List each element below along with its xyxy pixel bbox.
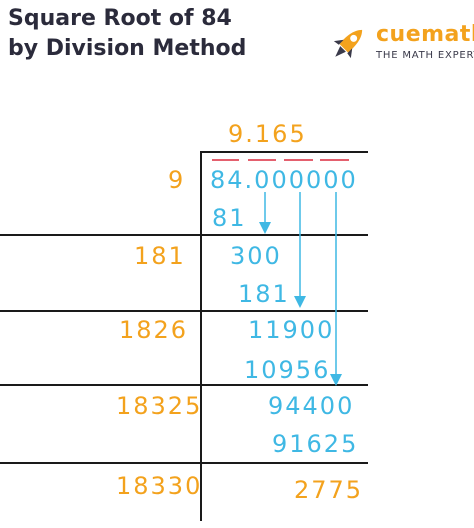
pair-mark: [320, 159, 349, 161]
row-divider: [0, 234, 368, 236]
remainder-1: 300: [230, 242, 282, 270]
cuemath-logo: cuemath THE MATH EXPERT: [324, 20, 474, 68]
row-divider: [0, 384, 368, 386]
divisor-2: 181: [134, 242, 186, 270]
divisor-5: 18330: [116, 472, 203, 500]
division-bracket-top: [202, 151, 368, 153]
final-remainder: 2775: [294, 476, 364, 504]
rocket-icon: [333, 29, 363, 59]
subtract-4: 91625: [272, 430, 359, 458]
dividend: 84.000000: [210, 166, 358, 194]
divisor-4: 18325: [116, 392, 203, 420]
divisor-1: 9: [168, 166, 186, 194]
remainder-3: 94400: [268, 392, 355, 420]
logo-tagline: THE MATH EXPERT: [376, 50, 474, 61]
title-line-1: Square Root of 84: [8, 6, 232, 31]
page-title: Square Root of 84 by Division Method: [8, 4, 246, 64]
subtract-1: 81: [212, 204, 247, 232]
subtract-3: 10956: [244, 356, 331, 384]
division-bracket-vertical: [200, 151, 202, 521]
quotient: 9.165: [228, 120, 307, 148]
pair-mark: [284, 159, 313, 161]
divisor-3: 1826: [119, 316, 189, 344]
subtract-2: 181: [238, 280, 290, 308]
pair-mark: [248, 159, 276, 161]
remainder-2: 11900: [248, 316, 335, 344]
logo-name: cuemath: [376, 22, 474, 47]
pair-mark: [212, 159, 239, 161]
title-line-2: by Division Method: [8, 36, 247, 61]
row-divider: [0, 462, 368, 464]
row-divider: [0, 310, 368, 312]
